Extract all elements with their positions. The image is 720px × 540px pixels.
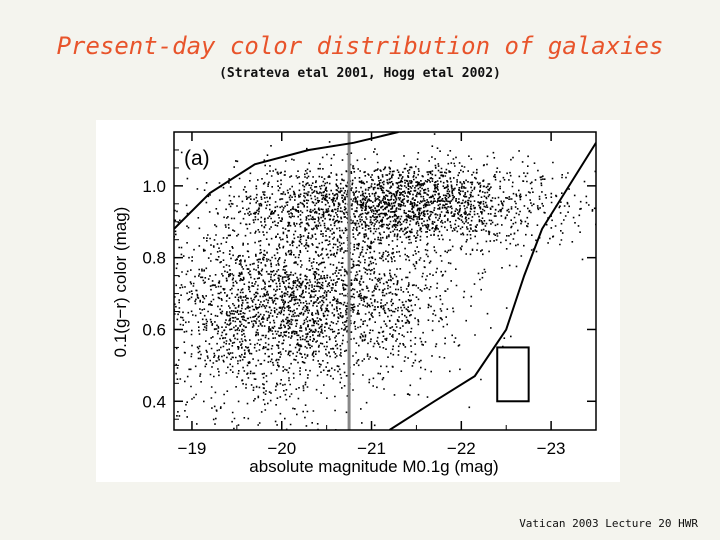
slide-title: Present-day color distribution of galaxi… (56, 32, 664, 60)
y-tick-label: 0.6 (142, 320, 166, 339)
figure-panel: −19 −20 −21 −22 −23 0.4 0.6 0.8 1.0 (a) absolute… (96, 120, 620, 482)
y-tick-label: 0.8 (142, 249, 166, 268)
slide-footer: Vatican 2003 Lecture 20 HWR (519, 517, 698, 530)
inset-error-box (496, 346, 530, 403)
x-tick-label: −22 (447, 439, 476, 458)
scatter-density-points (174, 133, 596, 430)
axis-ticks: −19 −20 −21 −22 −23 0.4 0.6 0.8 1.0 (142, 132, 597, 458)
panel-label: (a) (184, 147, 210, 170)
x-axis-label: absolute magnitude M0.1g (mag) (249, 457, 498, 476)
x-tick-label: −19 (178, 439, 207, 458)
slide-subtitle: (Strateva etal 2001, Hogg etal 2002) (219, 66, 501, 81)
y-tick-label: 0.4 (142, 392, 166, 411)
plot-frame (173, 131, 597, 431)
upper-contour-line (174, 132, 399, 230)
y-axis-label: 0.1(g−r) color (mag) (111, 207, 130, 358)
scatter-chart: −19 −20 −21 −22 −23 0.4 0.6 0.8 1.0 (a) absolute… (111, 131, 597, 476)
x-tick-label: −23 (537, 439, 566, 458)
x-tick-label: −20 (267, 439, 296, 458)
x-tick-label: −21 (357, 439, 386, 458)
y-tick-label: 1.0 (142, 177, 166, 196)
right-contour-line (388, 142, 596, 430)
chart-overlays (174, 132, 596, 430)
scatter-points (174, 133, 596, 430)
